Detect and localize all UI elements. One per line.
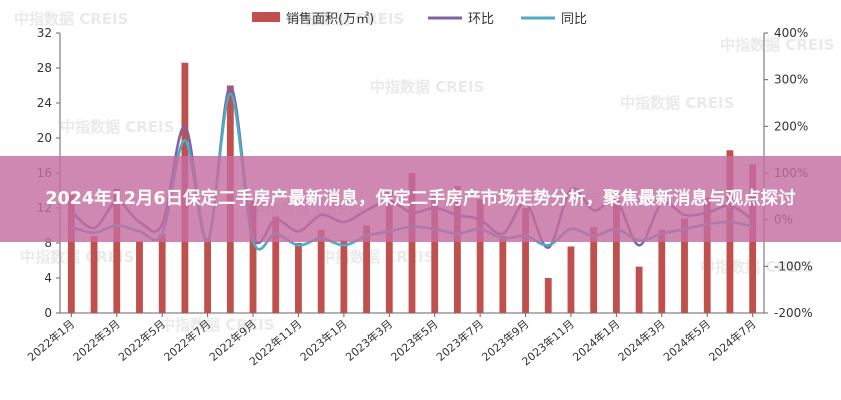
sales-area-bar [90, 236, 98, 313]
watermark-text: 中指数据 CREIS [20, 248, 134, 266]
x-tick-label: 2022年1月 [25, 317, 78, 364]
sales-area-bar [385, 190, 393, 313]
watermark-text: 中指数据 CREIS [14, 10, 128, 28]
sales-area-bar [295, 243, 302, 313]
right-tick-label: -100% [774, 259, 813, 273]
x-tick-label: 2023年1月 [297, 317, 350, 364]
left-tick-label: 32 [37, 26, 52, 40]
watermark-text: 中指数据 CREIS [720, 36, 834, 54]
left-tick-label: 0 [44, 306, 52, 320]
sales-area-bar [340, 240, 348, 313]
left-tick-label: 4 [44, 271, 52, 285]
sales-area-bar [363, 225, 370, 313]
legend-swatch [252, 12, 280, 22]
sales-area-bar [204, 238, 212, 313]
sales-area-bar [544, 278, 552, 313]
right-tick-label: 200% [774, 119, 808, 133]
sales-area-bar [499, 236, 507, 313]
sales-area-bar [454, 186, 461, 313]
left-tick-label: 28 [37, 61, 52, 75]
headline-title: 2024年12月6日保定二手房产最新消息，保定二手房产市场走势分析，聚焦最新消息… [45, 188, 796, 209]
x-tick-label: 2023年5月 [388, 317, 441, 364]
right-tick-label: -200% [774, 306, 813, 320]
sales-area-bar [317, 229, 325, 313]
x-tick-label: 2023年7月 [433, 317, 486, 364]
sales-area-bar [67, 194, 75, 313]
x-tick-label: 2024年3月 [615, 317, 668, 364]
right-tick-label: 400% [774, 26, 808, 40]
legend-label: 销售面积(万㎡) [286, 11, 374, 27]
sales-area-bar [590, 227, 598, 313]
legend-item-mom: 环比 [428, 12, 494, 27]
sales-area-bar [681, 218, 688, 313]
x-tick-label: 2024年1月 [570, 317, 623, 364]
sales-area-bar [635, 266, 643, 313]
sales-area-bar [522, 208, 529, 313]
sales-area-bar [612, 194, 620, 313]
watermark-text: 中指数据 CREIS [370, 78, 484, 96]
left-tick-label: 20 [37, 131, 52, 145]
sales-area-bar [408, 173, 416, 313]
sales-area-bar [431, 194, 439, 313]
sales-area-bar [136, 241, 143, 313]
x-tick-label: 2024年7月 [706, 317, 759, 364]
sales-area-bar [658, 229, 666, 313]
x-tick-label: 2022年3月 [70, 317, 123, 364]
left-tick-label: 24 [37, 96, 52, 110]
legend-label: 环比 [468, 12, 494, 27]
legend: 销售面积(万㎡) 环比 同比 [252, 11, 587, 27]
sales-area-bar [249, 201, 257, 313]
headline-banner: 2024年12月6日保定二手房产最新消息，保定二手房产市场走势分析，聚焦最新消息… [0, 156, 841, 242]
watermark-text: 中指数据 CREIS [160, 316, 274, 334]
legend-item-yoy: 同比 [521, 12, 587, 27]
sales-area-bar [113, 188, 121, 313]
right-tick-label: 300% [774, 73, 808, 87]
sales-area-bar [272, 216, 280, 313]
watermark-text: 中指数据 CREIS [60, 118, 174, 136]
legend-item-sales-area: 销售面积(万㎡) [252, 11, 374, 27]
x-tick-label: 2023年3月 [343, 317, 396, 364]
watermark-text: 中指数据 CREIS [320, 248, 434, 266]
x-tick-label: 2024年5月 [660, 317, 713, 364]
sales-area-bar [158, 234, 166, 313]
x-tick-label: 2022年5月 [115, 317, 168, 364]
left-tick-label: 8 [44, 236, 52, 250]
legend-label: 同比 [561, 12, 587, 27]
sales-area-bar [703, 197, 711, 313]
watermark-text: 中指数据 CREIS [290, 10, 404, 28]
sales-area-bar [567, 246, 575, 313]
watermark-text: 中指数据 CREIS [620, 94, 734, 112]
sales-area-bar [476, 199, 484, 313]
